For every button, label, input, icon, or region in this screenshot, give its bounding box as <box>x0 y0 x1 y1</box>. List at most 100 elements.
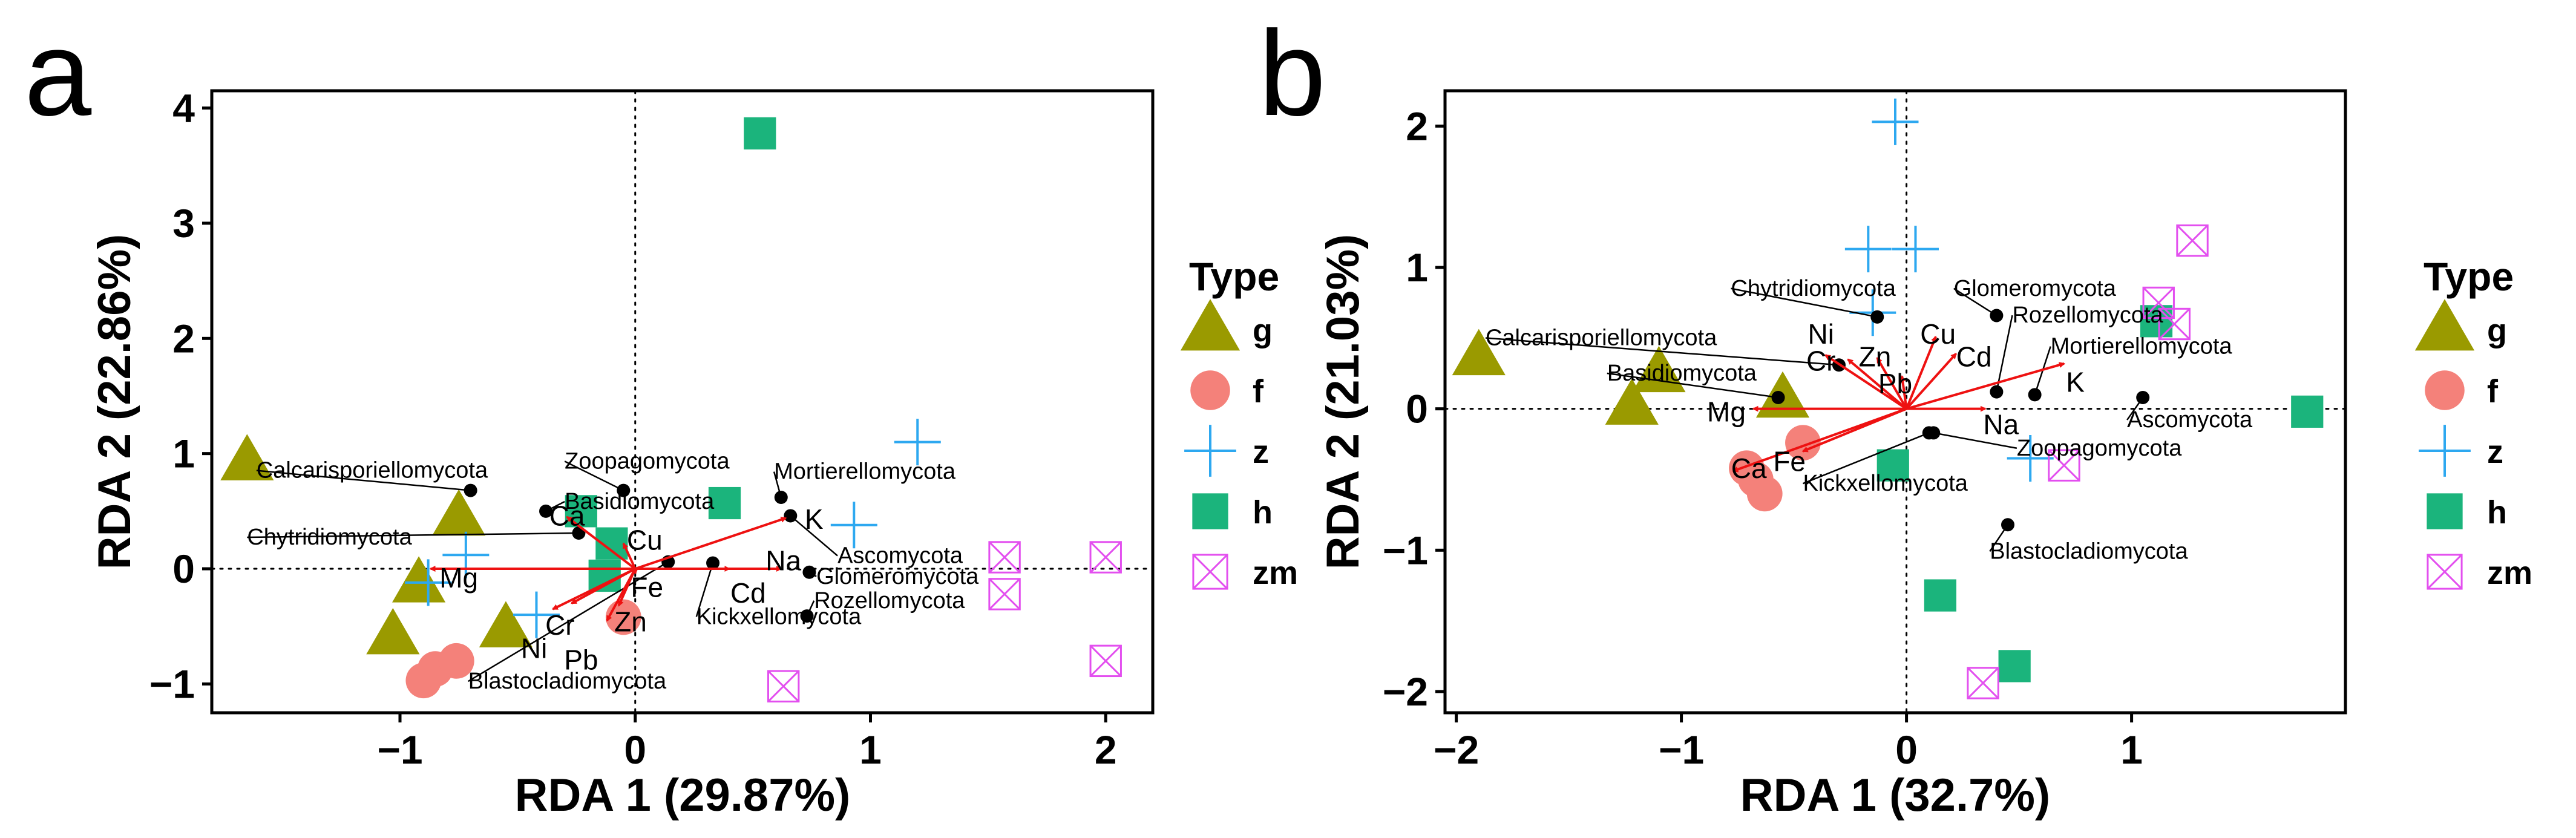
species-label: Rozellomycota <box>2012 303 2163 328</box>
plot-frame-a <box>210 89 1155 715</box>
legend-marker-plus-icon <box>2419 425 2471 477</box>
env-label: Ni <box>521 632 547 664</box>
species-point <box>1990 385 2004 399</box>
env-arrow <box>1801 407 1907 453</box>
env-label: Fe <box>631 571 663 603</box>
y-tick-label: 1 <box>172 431 195 476</box>
species-label: Zoopagomycota <box>2017 436 2182 461</box>
legend-marker-triangle-icon <box>2414 299 2475 351</box>
sample-point-h <box>744 117 776 150</box>
species-point <box>1990 309 2004 322</box>
y-tick-label: −1 <box>149 661 195 706</box>
species-point <box>800 609 814 623</box>
y-tick-label: −2 <box>1383 669 1428 714</box>
sample-point-z <box>442 531 490 578</box>
x-tick-label: −1 <box>377 727 422 772</box>
y-tick-label: 0 <box>172 546 195 591</box>
legend-marker-square-icon <box>2427 493 2463 529</box>
sample-point-h <box>588 559 621 592</box>
legend-marker-boxed-x-icon <box>1192 554 1228 590</box>
env-arrow <box>606 568 637 622</box>
legend-label: zm <box>1253 555 1298 591</box>
legend-marker-plus-icon <box>1184 425 1236 477</box>
sample-point-z <box>513 591 560 638</box>
env-label: Cu <box>627 524 663 555</box>
species-leader-line <box>1731 287 1878 318</box>
legend-marker-triangle-icon <box>1180 299 1240 351</box>
species-label: Blastocladiomycota <box>468 669 667 694</box>
species-leader-line <box>1933 432 2017 450</box>
species-label: Basidiomycota <box>1607 361 1757 386</box>
x-axis-title-b: RDA 1 (32.7%) <box>1740 770 2050 821</box>
sample-point-zm <box>1967 667 1999 699</box>
species-label: Chytridiomycota <box>247 525 412 550</box>
species-point <box>2028 388 2042 402</box>
y-tick-label: 0 <box>1406 387 1428 431</box>
species-point <box>1771 390 1785 404</box>
sample-point-g <box>432 489 486 536</box>
sample-point-g <box>1452 329 1506 376</box>
panel-label-a: a <box>24 6 92 141</box>
y-tick-label: 4 <box>172 86 195 131</box>
sample-point-z <box>1892 226 1939 273</box>
env-arrow <box>1847 358 1907 410</box>
species-point <box>464 483 477 497</box>
species-label: Glomeromycota <box>816 564 979 589</box>
sample-point-zm <box>988 578 1021 610</box>
sample-point-z <box>830 502 877 549</box>
sample-point-g <box>479 601 533 647</box>
species-point <box>784 509 798 523</box>
env-label: Zn <box>614 606 647 638</box>
species-point <box>539 504 553 518</box>
x-axis-title-a: RDA 1 (29.87%) <box>515 770 851 821</box>
env-label: Na <box>1983 409 2019 440</box>
env-label: Ni <box>1808 318 1834 350</box>
y-tick-label: 2 <box>172 316 195 361</box>
rda-plot-b: −2 −1 0 1 −2 −1 0 1 2 Calcarisporiellomycota Chytr… <box>1383 89 2347 772</box>
x-tick-label: 1 <box>2120 727 2143 772</box>
env-arrow <box>1905 335 1937 410</box>
x-tick-label: 0 <box>1895 727 1918 772</box>
x-tick-label: −2 <box>1434 727 1479 772</box>
species-label: Calcarisporiellomycota <box>257 458 488 483</box>
panel-label-b: b <box>1259 6 1326 141</box>
env-label: Pb <box>564 644 598 675</box>
env-label: Mg <box>439 562 478 594</box>
species-label: Rozellomycota <box>814 588 965 614</box>
species-point <box>2001 518 2014 532</box>
y-tick-label: −1 <box>1383 528 1428 572</box>
species-leader-line <box>1953 287 1998 316</box>
sample-point-zm <box>2176 224 2209 257</box>
species-label: Blastocladiomycota <box>1990 538 2188 564</box>
species-point <box>706 556 720 570</box>
env-arrow <box>566 516 636 570</box>
legend-label: z <box>2487 434 2503 470</box>
legend-label: f <box>1253 373 1264 410</box>
legend-marker-circle-icon <box>1190 370 1230 410</box>
sample-point-zm <box>988 541 1021 574</box>
env-label: Cr <box>1806 345 1836 377</box>
env-arrow <box>1899 375 1908 409</box>
legend-label: g <box>1253 313 1273 349</box>
sample-point-g <box>1632 345 1686 393</box>
sample-point-z <box>894 419 941 466</box>
sample-point-h <box>1998 650 2031 683</box>
sample-point-g <box>366 607 420 655</box>
sample-point-zm <box>1089 541 1122 574</box>
y-axis-title-b: RDA 2 (21.03%) <box>1317 234 1369 570</box>
legend-label: z <box>1253 434 1269 470</box>
sample-point-f <box>438 643 474 679</box>
y-tick-label: 1 <box>1406 245 1428 290</box>
species-label: Zoopagomycota <box>565 448 730 474</box>
species-leader-line <box>1485 337 1840 366</box>
env-arrow <box>1906 353 1957 410</box>
x-tick-label: 2 <box>1095 727 1117 772</box>
species-leader-line <box>1607 372 1778 399</box>
sample-point-h <box>708 486 741 520</box>
legend-marker-boxed-x-icon <box>2427 554 2463 590</box>
sample-point-f <box>1746 476 1783 512</box>
sample-point-z <box>405 559 452 606</box>
species-label: Glomeromycota <box>1954 276 2117 301</box>
legend-title-b: Type <box>2424 254 2514 299</box>
